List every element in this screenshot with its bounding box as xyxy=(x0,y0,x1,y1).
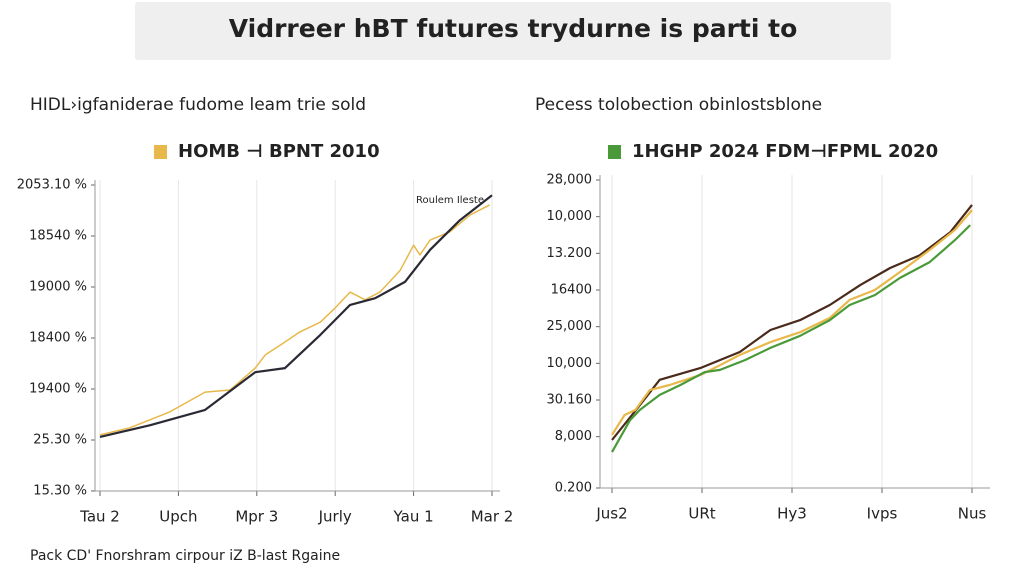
annotation: Roulem Ileste xyxy=(416,195,484,206)
y-tick-label: 15.30 % xyxy=(33,484,87,499)
legend-label: 1HGHP 2024 FDM⊣FPML 2020 xyxy=(632,141,938,162)
y-tick-label: 18400 % xyxy=(29,331,87,346)
footer: Pack CD' Fnorshram cirpour iZ B-last Rga… xyxy=(30,548,340,564)
chart-subtitle: HIDL›igfaniderae fudome leam trie sold xyxy=(30,95,366,115)
page-title: Vidrreer hBT futures trydurne is parti t… xyxy=(229,14,798,43)
x-tick-label: Nus xyxy=(958,505,987,523)
y-tick-label: 18540 % xyxy=(29,229,87,244)
y-tick-label: 10,000 xyxy=(547,356,593,371)
x-tick-label: Mpr 3 xyxy=(235,508,278,526)
legend-label: HOMB ⊣ BPNT 2010 xyxy=(178,141,380,162)
legend-swatch xyxy=(608,145,621,159)
x-tick-label: URt xyxy=(688,505,715,523)
x-tick-label: Jurly xyxy=(318,508,352,526)
y-tick-label: 10,000 xyxy=(547,209,593,224)
data-line xyxy=(99,194,493,438)
y-tick-label: 8,000 xyxy=(555,429,592,444)
x-tick-label: Ivps xyxy=(867,505,898,523)
x-tick-label: Yau 1 xyxy=(393,508,434,526)
data-line xyxy=(99,204,490,436)
data-line xyxy=(611,209,973,436)
data-line xyxy=(611,204,973,441)
x-tick-label: Upch xyxy=(159,508,197,526)
y-tick-label: 19000 % xyxy=(29,280,87,295)
y-tick-label: 2053.10 % xyxy=(17,178,87,193)
chart-subtitle: Pecess tolobection obinlostsblone xyxy=(535,95,822,115)
y-tick-label: 19400 % xyxy=(29,382,87,397)
title-banner xyxy=(135,2,891,60)
y-tick-label: 0.200 xyxy=(555,481,592,496)
y-tick-label: 25.30 % xyxy=(33,433,87,448)
data-line xyxy=(611,224,971,453)
x-tick-label: Tau 2 xyxy=(79,508,120,526)
x-tick-label: Mar 2 xyxy=(471,508,514,526)
y-tick-label: 13.200 xyxy=(547,246,593,261)
y-tick-label: 30.160 xyxy=(547,393,593,408)
x-tick-label: Jus2 xyxy=(595,505,627,523)
y-tick-label: 25,000 xyxy=(547,319,593,334)
x-tick-label: Hy3 xyxy=(777,505,807,523)
legend-swatch xyxy=(154,145,167,159)
y-tick-label: 28,000 xyxy=(547,173,593,188)
y-tick-label: 16400 xyxy=(551,283,592,298)
